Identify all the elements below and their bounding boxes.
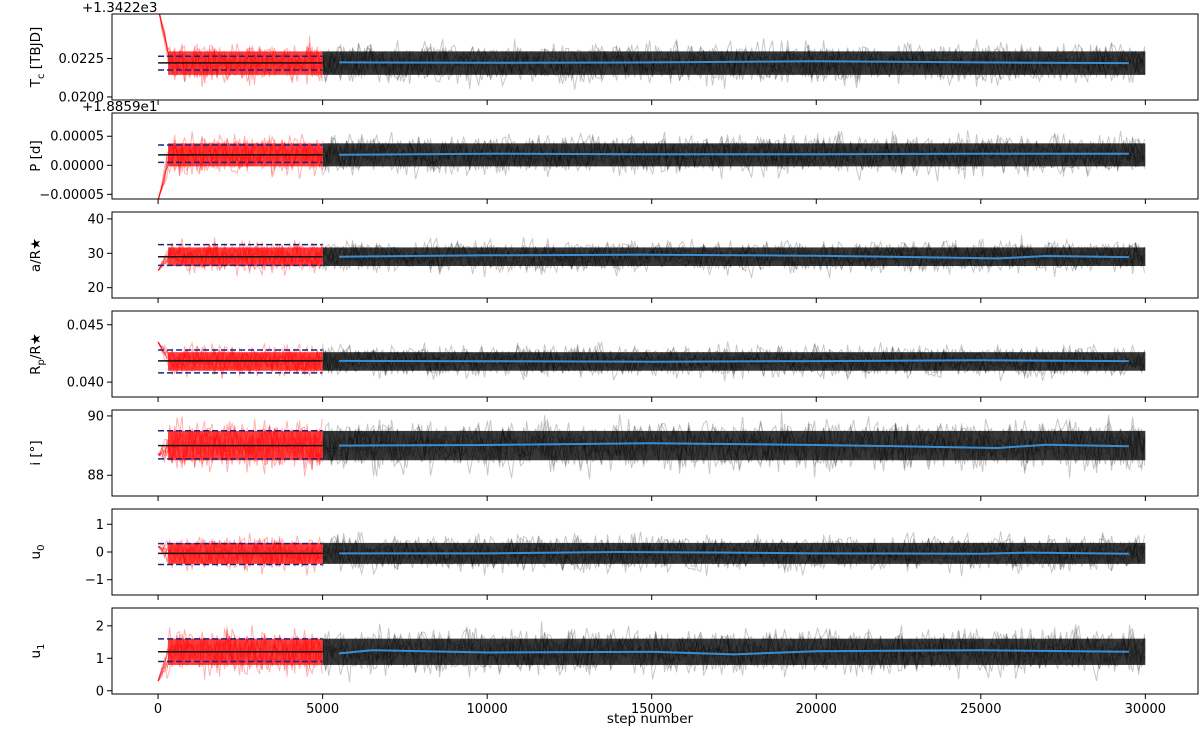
burn-in-walker-trace (157, 341, 323, 375)
running-median-line (339, 359, 1129, 363)
panel-5-plot-area (157, 411, 1146, 480)
y-axis-label: Rp/R★ (28, 333, 47, 375)
y-axis-label: a/R★ (28, 238, 44, 272)
y-tick-label: 88 (87, 469, 104, 484)
panel-frame (111, 607, 1199, 695)
panel-6-plot-area (157, 530, 1146, 577)
y-tick-label: 1 (96, 518, 104, 533)
x-tick-label: 10000 (466, 702, 507, 717)
y-tick-label: 0.00000 (50, 159, 104, 174)
y-tick-label: 40 (87, 212, 104, 227)
running-median-line (339, 550, 1129, 555)
x-tick-label: 25000 (960, 702, 1001, 717)
running-median-line (339, 152, 1129, 156)
y-tick-label: 0.0225 (59, 52, 105, 67)
panel-2-plot-area (157, 130, 1146, 199)
running-median-line (339, 60, 1129, 65)
panel-2: −0.00005 0.00000 0.00005 P [d] +1.8859e1 (28, 99, 1199, 204)
y-axis-label: i [°] (28, 440, 44, 465)
y-axis-label: Tc [TBJD] (28, 27, 47, 88)
panel-frame (111, 310, 1199, 398)
y-tick-label: −0.00005 (39, 188, 104, 203)
y-tick-label: 0.00005 (50, 130, 104, 145)
panel-3: 20 30 40 a/R★ (28, 211, 1199, 303)
y-tick-label: 2 (96, 619, 104, 634)
running-median-line (339, 253, 1129, 260)
y-offset-label: +1.8859e1 (82, 99, 157, 115)
y-tick-label: 0 (96, 546, 104, 561)
y-tick-label: −1 (85, 573, 104, 588)
y-axis-label: u0 (28, 545, 47, 560)
running-median-line (339, 442, 1129, 450)
panel-1-plot-area (158, 14, 1146, 90)
burn-in-walker-trace (157, 239, 323, 271)
panel-6: −1 0 1 u0 (28, 508, 1199, 600)
x-tick-label: 5000 (306, 702, 339, 717)
x-tick-label: 15000 (631, 702, 672, 717)
panel-4-plot-area (157, 340, 1146, 382)
chain-density-band (322, 51, 1146, 75)
y-tick-label: 0 (96, 684, 104, 699)
x-tick-label: 0 (154, 702, 162, 717)
y-offset-label: +1.3422e3 (82, 0, 157, 16)
panel-5: 88 90 i [°] (28, 409, 1199, 501)
chain-density-band (322, 247, 1146, 267)
y-axis-label: u1 (28, 644, 47, 659)
y-tick-label: 90 (87, 409, 104, 424)
panel-frame (111, 13, 1199, 101)
panel-4: 0.040 0.045 Rp/R★ (28, 310, 1199, 402)
y-tick-label: 0.0200 (59, 90, 105, 105)
panel-frame (111, 409, 1199, 497)
panel-7-plot-area (157, 621, 1146, 683)
panel-3-plot-area (157, 235, 1146, 280)
burn-in-walker-trace (157, 535, 323, 569)
trace-panels: 0.0200 0.0225 Tc [TBJD] +1.3422e3 −0.00005 0.… (28, 0, 1199, 717)
y-tick-label: 20 (87, 281, 104, 296)
x-axis-label: step number (607, 711, 694, 727)
running-median-line (339, 649, 1129, 656)
panel-frame (111, 112, 1199, 200)
y-tick-label: 1 (96, 652, 104, 667)
y-tick-label: 0.040 (67, 376, 104, 391)
y-axis-label: P [d] (28, 140, 44, 172)
x-tick-label: 20000 (796, 702, 837, 717)
y-tick-label: 0.045 (67, 318, 104, 333)
panel-1: 0.0200 0.0225 Tc [TBJD] +1.3422e3 (28, 0, 1199, 105)
panel-frame (111, 211, 1199, 299)
y-tick-label: 30 (87, 247, 104, 262)
panel-7: 0 1 2 0 5000 10000 15000 20000 25000 30000 u1 (28, 607, 1199, 717)
x-tick-label: 30000 (1125, 702, 1166, 717)
